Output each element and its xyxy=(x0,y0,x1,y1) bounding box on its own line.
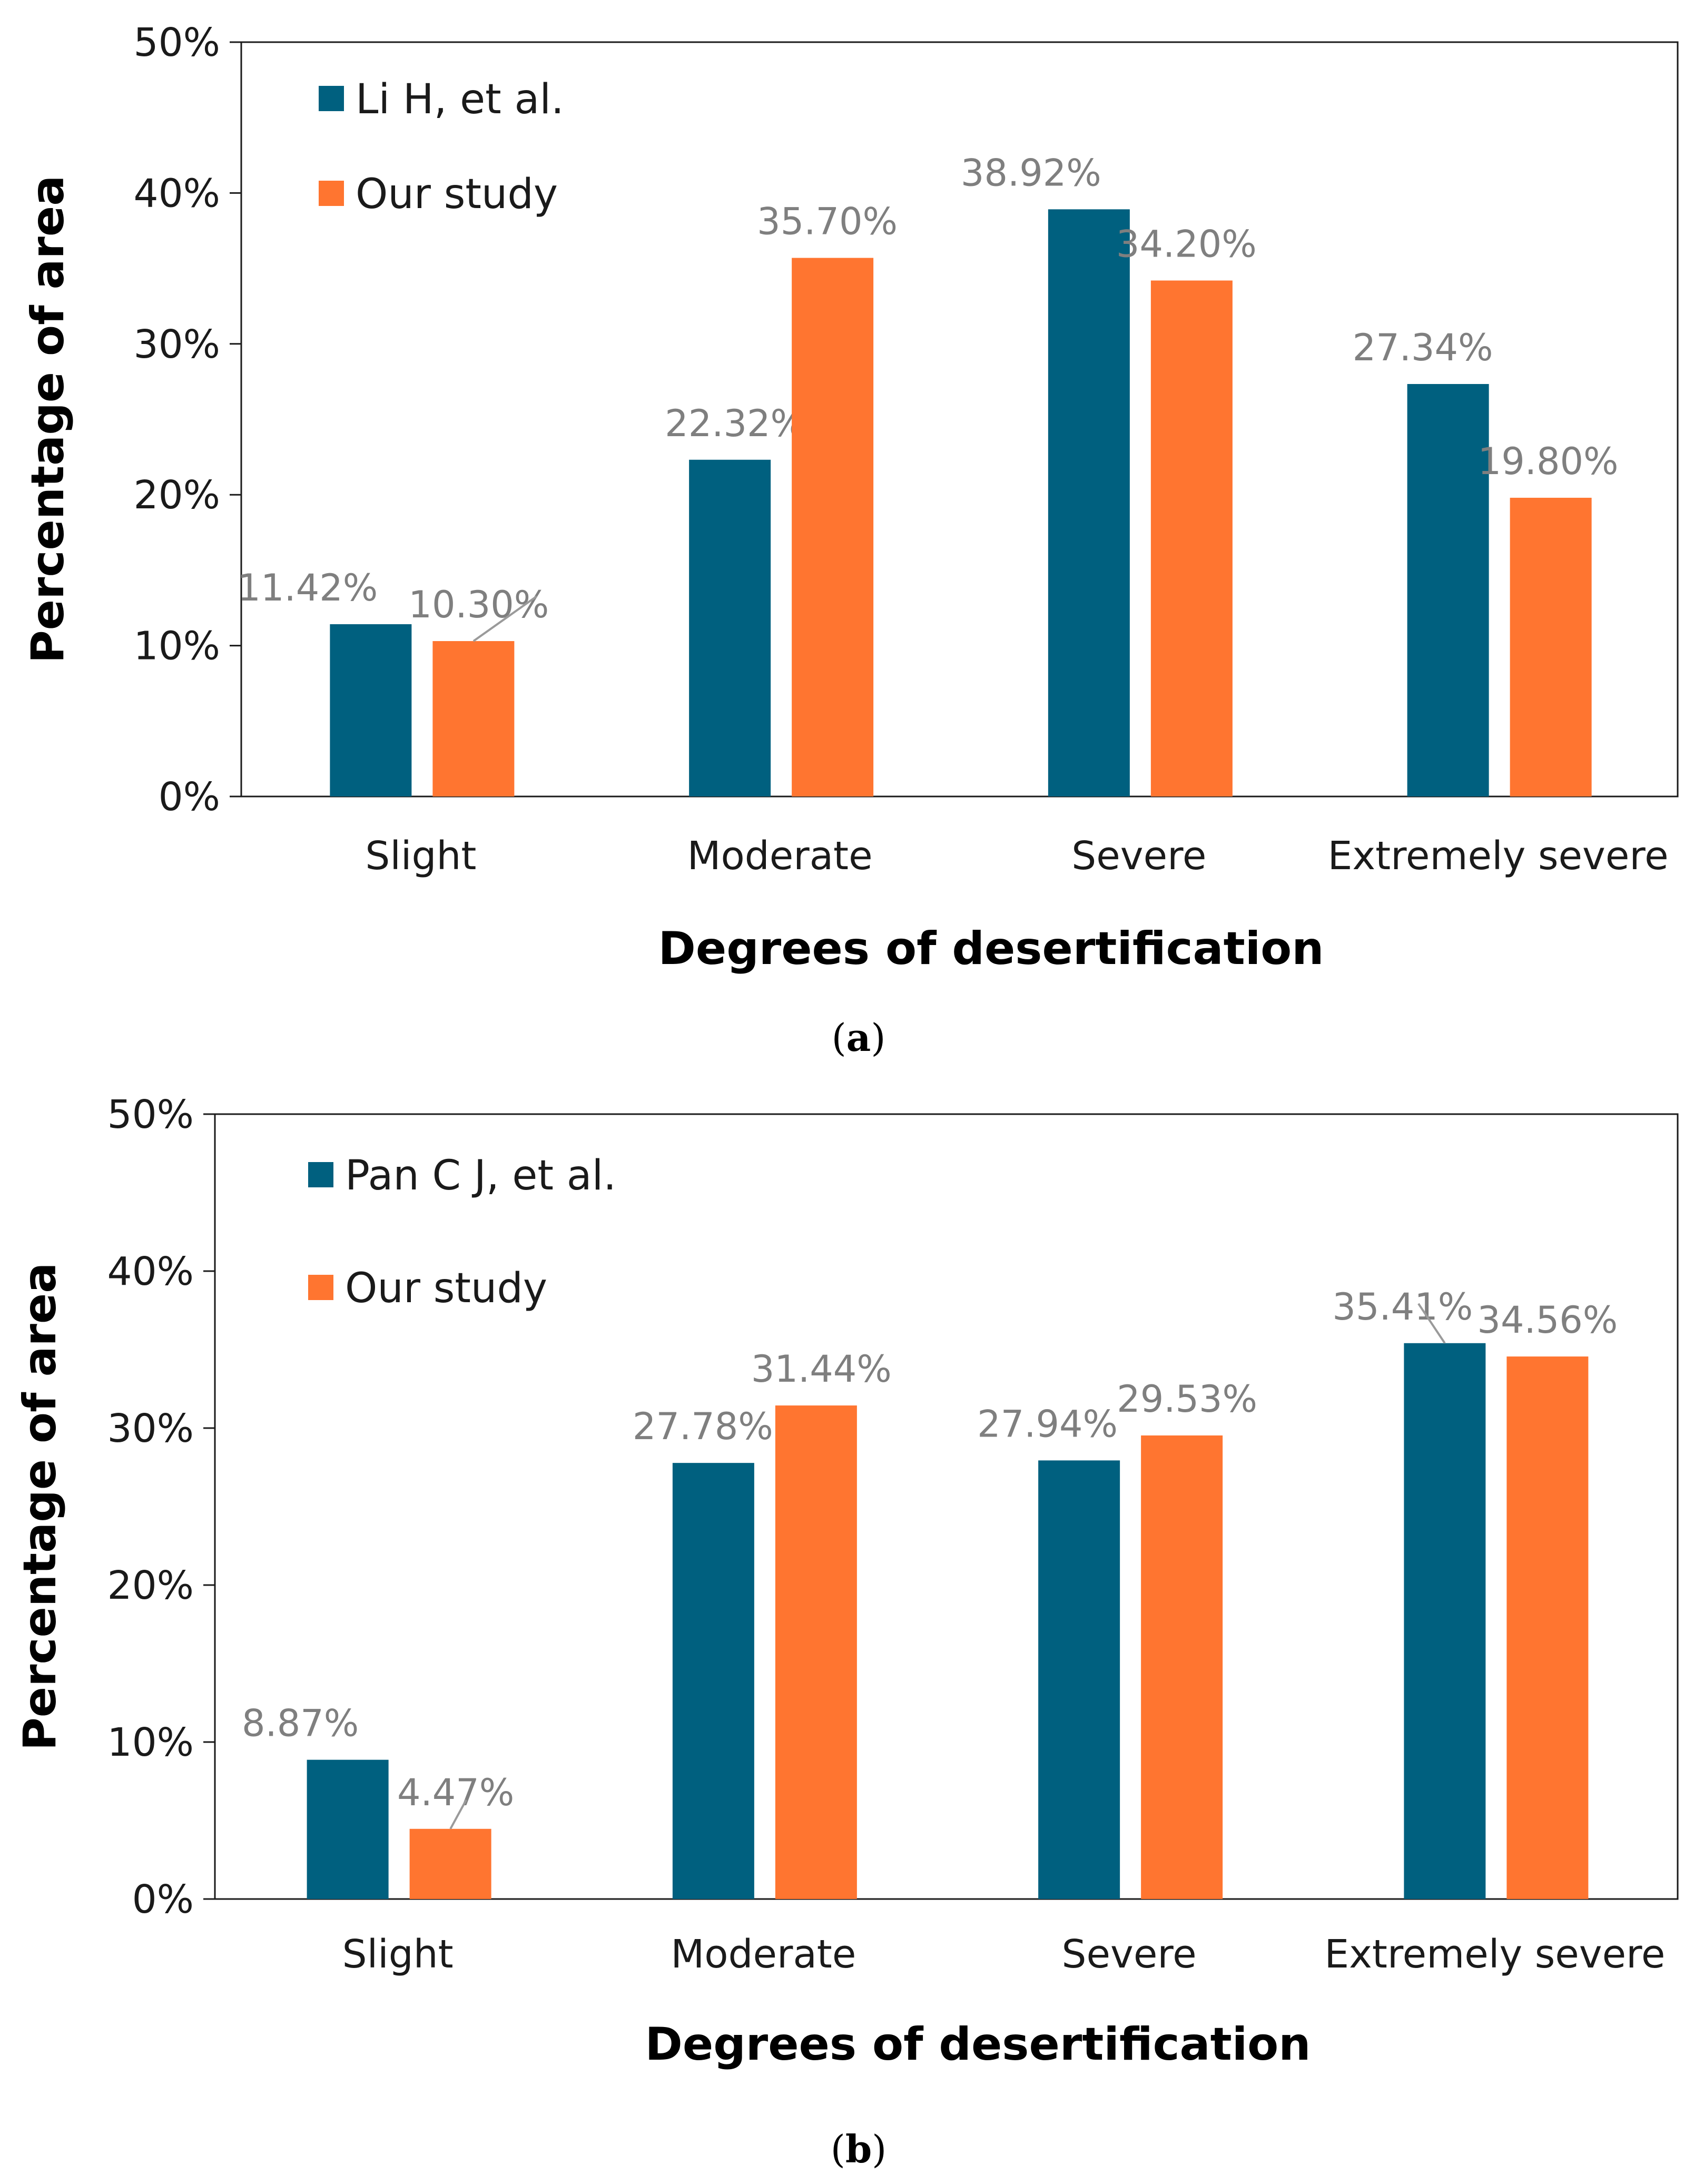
x-category-label: Moderate xyxy=(687,833,873,879)
y-axis-title: Percentage of area xyxy=(22,175,74,664)
x-category-label: Severe xyxy=(1062,1932,1197,1977)
y-tick-label: 0% xyxy=(132,1877,194,1922)
legend-swatch xyxy=(319,181,344,206)
x-category-label: Slight xyxy=(342,1932,454,1977)
legend-label: Li H, et al. xyxy=(356,76,564,123)
y-tick-label: 20% xyxy=(134,473,220,518)
x-category-label: Slight xyxy=(365,833,476,879)
data-label: 27.34% xyxy=(1353,326,1493,369)
data-label: 27.78% xyxy=(633,1405,773,1448)
y-tick-label: 0% xyxy=(159,774,220,820)
bar-reference xyxy=(1048,209,1130,797)
label-leader-line xyxy=(449,1799,467,1829)
x-axis-title: Degrees of desertification xyxy=(645,2018,1311,2071)
data-label: 35.41% xyxy=(1332,1285,1473,1329)
y-tick-label: 50% xyxy=(134,20,220,65)
panel-caption: (b) xyxy=(831,2127,887,2171)
bar-reference xyxy=(672,1463,754,1899)
label-leader-line xyxy=(472,595,538,642)
plot-frame xyxy=(214,1113,1679,1900)
legend-label: Our study xyxy=(356,171,558,218)
data-label: 10.30% xyxy=(408,583,549,626)
x-axis-title: Degrees of desertification xyxy=(658,922,1324,975)
legend-swatch xyxy=(308,1275,333,1300)
y-tick-label: 20% xyxy=(107,1563,194,1608)
y-tick-label: 30% xyxy=(134,322,220,367)
data-label: 35.70% xyxy=(757,200,898,243)
bar-our-study xyxy=(432,641,515,796)
data-label: 38.92% xyxy=(961,151,1101,194)
data-label: 27.94% xyxy=(977,1402,1118,1445)
bar-our-study xyxy=(775,1405,857,1899)
bar-our-study xyxy=(1510,497,1592,796)
bar-reference xyxy=(689,459,771,796)
chart-panel-b: 0% 10% 20% 30% 40% 50% Slight Moderate Severe Ext… xyxy=(14,1092,1679,2171)
data-label: 31.44% xyxy=(751,1347,892,1391)
y-tick-label: 30% xyxy=(107,1406,194,1451)
data-label: 34.20% xyxy=(1116,223,1257,266)
bar-our-study xyxy=(792,258,874,796)
y-tick-label: 50% xyxy=(107,1092,194,1137)
y-tick-label: 40% xyxy=(107,1249,194,1294)
panel-caption-letter: a xyxy=(846,1015,871,1060)
bar-our-study xyxy=(1506,1356,1589,1899)
x-category-label: Extremely severe xyxy=(1328,833,1669,879)
y-axis-title: Percentage of area xyxy=(14,1263,66,1751)
data-label: 29.53% xyxy=(1117,1378,1257,1421)
bar-reference xyxy=(1404,1343,1486,1899)
chart-panel-a: 0% 10% 20% 30% 40% 50% Slight Moderate Severe Ext… xyxy=(22,20,1679,1060)
bar-our-study xyxy=(1150,280,1233,796)
bar-reference xyxy=(1407,383,1489,796)
data-label: 22.32% xyxy=(665,402,805,445)
legend-swatch xyxy=(319,86,344,111)
legend-swatch xyxy=(308,1162,333,1187)
label-leader-line xyxy=(1417,1303,1446,1344)
y-tick-label: 10% xyxy=(107,1720,194,1765)
bar-reference xyxy=(1038,1460,1120,1899)
bar-reference xyxy=(330,624,412,796)
legend-label: Pan C J, et al. xyxy=(345,1152,616,1199)
plot-frame xyxy=(240,41,1679,798)
data-label: 11.42% xyxy=(237,566,378,609)
data-label: 4.47% xyxy=(397,1771,514,1814)
y-tick-label: 40% xyxy=(134,171,220,216)
x-category-label: Extremely severe xyxy=(1324,1932,1665,1977)
bar-our-study xyxy=(409,1828,491,1899)
x-category-label: Severe xyxy=(1071,833,1206,879)
panel-caption-letter: b xyxy=(845,2127,872,2171)
data-label: 19.80% xyxy=(1478,440,1619,483)
x-category-label: Moderate xyxy=(671,1932,856,1977)
bar-our-study xyxy=(1141,1435,1223,1899)
panel-caption: (a) xyxy=(832,1015,886,1060)
data-label: 8.87% xyxy=(242,1702,359,1745)
legend-label: Our study xyxy=(345,1265,547,1312)
y-tick-label: 10% xyxy=(134,624,220,669)
bar-reference xyxy=(307,1759,389,1899)
data-label: 34.56% xyxy=(1477,1298,1618,1342)
